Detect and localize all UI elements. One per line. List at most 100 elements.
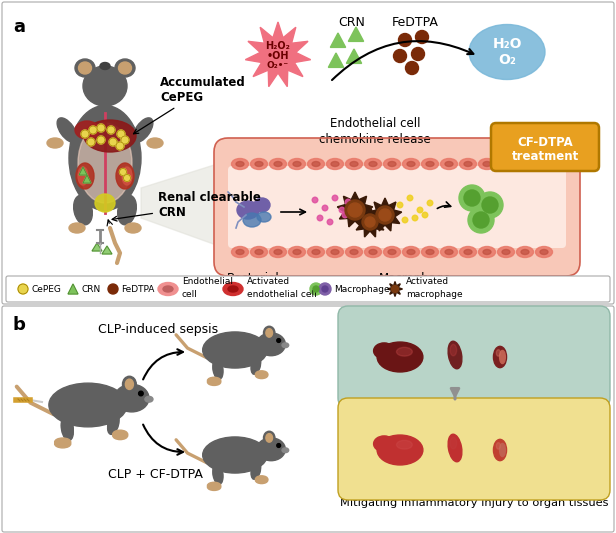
- Ellipse shape: [251, 158, 267, 169]
- Ellipse shape: [426, 249, 434, 254]
- Ellipse shape: [115, 384, 149, 412]
- Ellipse shape: [270, 158, 286, 169]
- Text: O₂•⁻: O₂•⁻: [267, 61, 289, 70]
- Ellipse shape: [448, 341, 462, 369]
- Text: CRN: CRN: [82, 285, 101, 294]
- Ellipse shape: [78, 62, 92, 74]
- Ellipse shape: [256, 372, 268, 378]
- Ellipse shape: [282, 343, 289, 348]
- Circle shape: [399, 34, 411, 46]
- Ellipse shape: [479, 158, 495, 169]
- Ellipse shape: [521, 249, 529, 254]
- Ellipse shape: [450, 438, 456, 449]
- Polygon shape: [79, 167, 87, 175]
- Ellipse shape: [448, 434, 462, 462]
- Circle shape: [477, 192, 503, 218]
- Text: O₂: O₂: [498, 53, 516, 67]
- Ellipse shape: [407, 249, 415, 254]
- Ellipse shape: [464, 249, 472, 254]
- Ellipse shape: [69, 223, 85, 233]
- Ellipse shape: [365, 246, 381, 257]
- Ellipse shape: [95, 194, 115, 212]
- Circle shape: [345, 200, 365, 220]
- Ellipse shape: [500, 443, 505, 457]
- Circle shape: [107, 126, 115, 134]
- Ellipse shape: [203, 332, 267, 368]
- Circle shape: [108, 284, 118, 294]
- Ellipse shape: [498, 246, 514, 257]
- Text: Renal clearable
CRN: Renal clearable CRN: [112, 191, 261, 221]
- Ellipse shape: [49, 383, 127, 427]
- Ellipse shape: [118, 195, 136, 225]
- Ellipse shape: [502, 249, 510, 254]
- Circle shape: [459, 185, 485, 211]
- Ellipse shape: [445, 249, 453, 254]
- Text: CF-DTPA: CF-DTPA: [517, 136, 573, 149]
- Ellipse shape: [251, 461, 261, 478]
- FancyBboxPatch shape: [6, 276, 610, 302]
- Ellipse shape: [369, 249, 377, 254]
- Ellipse shape: [251, 246, 267, 257]
- Ellipse shape: [163, 286, 173, 292]
- Ellipse shape: [516, 158, 533, 169]
- Ellipse shape: [84, 120, 136, 152]
- Polygon shape: [68, 284, 78, 294]
- Text: endothelial cell: endothelial cell: [247, 290, 317, 299]
- Ellipse shape: [257, 438, 285, 461]
- Circle shape: [394, 50, 407, 62]
- Ellipse shape: [479, 246, 495, 257]
- Ellipse shape: [426, 161, 434, 166]
- Circle shape: [121, 136, 129, 144]
- Circle shape: [379, 209, 391, 221]
- FancyBboxPatch shape: [214, 138, 580, 276]
- Ellipse shape: [445, 161, 453, 166]
- Circle shape: [411, 47, 424, 61]
- Ellipse shape: [256, 477, 268, 483]
- Circle shape: [407, 195, 413, 201]
- Ellipse shape: [251, 463, 261, 479]
- Ellipse shape: [62, 416, 73, 438]
- Circle shape: [345, 199, 351, 205]
- Ellipse shape: [76, 163, 94, 189]
- Ellipse shape: [407, 161, 415, 166]
- Ellipse shape: [450, 344, 456, 356]
- Ellipse shape: [377, 435, 423, 465]
- Ellipse shape: [307, 158, 325, 169]
- Circle shape: [322, 205, 328, 211]
- Text: CLP + CF-DTPA: CLP + CF-DTPA: [108, 468, 203, 481]
- Polygon shape: [141, 160, 230, 250]
- FancyBboxPatch shape: [338, 306, 610, 408]
- Text: CePEG: CePEG: [31, 285, 61, 294]
- Ellipse shape: [350, 161, 358, 166]
- Ellipse shape: [496, 350, 500, 356]
- Polygon shape: [92, 243, 102, 251]
- Circle shape: [402, 217, 408, 223]
- Ellipse shape: [213, 359, 223, 377]
- Text: Bacterial
infection: Bacterial infection: [227, 272, 280, 301]
- Text: Mitigating inflammatory injury to organ tissues: Mitigating inflammatory injury to organ …: [340, 498, 608, 508]
- Ellipse shape: [264, 326, 275, 340]
- Ellipse shape: [228, 286, 238, 292]
- Circle shape: [97, 124, 105, 132]
- Ellipse shape: [203, 437, 267, 473]
- Ellipse shape: [460, 158, 477, 169]
- Ellipse shape: [384, 246, 400, 257]
- Ellipse shape: [496, 442, 500, 449]
- Circle shape: [348, 203, 362, 217]
- Circle shape: [81, 130, 89, 138]
- FancyBboxPatch shape: [228, 166, 566, 248]
- Ellipse shape: [326, 158, 344, 169]
- Ellipse shape: [236, 249, 244, 254]
- Circle shape: [312, 197, 318, 203]
- Ellipse shape: [483, 161, 491, 166]
- Ellipse shape: [208, 379, 221, 385]
- Ellipse shape: [535, 246, 553, 257]
- Circle shape: [310, 283, 322, 295]
- Ellipse shape: [122, 167, 132, 185]
- Ellipse shape: [266, 434, 272, 442]
- Ellipse shape: [535, 158, 553, 169]
- Circle shape: [473, 212, 489, 228]
- Ellipse shape: [78, 123, 132, 203]
- Circle shape: [412, 215, 418, 221]
- Text: Macrophage: Macrophage: [334, 285, 390, 294]
